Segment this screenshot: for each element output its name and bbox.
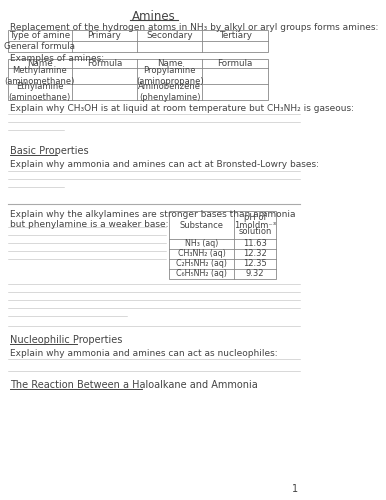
Bar xyxy=(169,211,276,279)
Text: Formula: Formula xyxy=(87,59,122,68)
Text: Methylamine
(aminomethane): Methylamine (aminomethane) xyxy=(5,66,75,86)
Text: Explain why ammonia and amines can act as nucleophiles:: Explain why ammonia and amines can act a… xyxy=(10,349,277,358)
Text: C₆H₅NH₂ (aq): C₆H₅NH₂ (aq) xyxy=(176,270,227,278)
Text: Substance: Substance xyxy=(179,220,223,230)
Text: 1moldm⁻³: 1moldm⁻³ xyxy=(234,220,276,230)
Text: 9.32: 9.32 xyxy=(245,270,264,278)
Text: C₂H₅NH₂ (aq): C₂H₅NH₂ (aq) xyxy=(176,260,227,268)
Text: pH of: pH of xyxy=(244,214,266,222)
Text: Name: Name xyxy=(157,59,183,68)
Text: Tertiary: Tertiary xyxy=(218,31,251,40)
Text: Type of amine: Type of amine xyxy=(9,31,70,40)
Text: Examples of amines:: Examples of amines: xyxy=(10,54,104,63)
Text: Name: Name xyxy=(27,59,52,68)
Text: Primary: Primary xyxy=(88,31,121,40)
Text: The Reaction Between a Haloalkane and Ammonia: The Reaction Between a Haloalkane and Am… xyxy=(10,380,257,390)
Text: CH₃NH₂ (aq): CH₃NH₂ (aq) xyxy=(178,250,225,258)
Text: Replacement of the hydrogen atoms in NH₃ by alkyl or aryl groups forms amines:: Replacement of the hydrogen atoms in NH₃… xyxy=(10,23,378,32)
Text: Aminobenzene
(phenylamine): Aminobenzene (phenylamine) xyxy=(138,82,201,102)
Text: Nucleophilic Properties: Nucleophilic Properties xyxy=(10,335,122,345)
Text: Basic Properties: Basic Properties xyxy=(10,146,88,156)
Bar xyxy=(8,30,267,52)
Text: 11.63: 11.63 xyxy=(243,240,267,248)
Text: 12.32: 12.32 xyxy=(243,250,267,258)
Text: Propylamine
(aminopropane): Propylamine (aminopropane) xyxy=(136,66,203,86)
Bar xyxy=(8,59,267,100)
Text: Explain why CH₃OH is at liquid at room temperature but CH₃NH₂ is gaseous:: Explain why CH₃OH is at liquid at room t… xyxy=(10,104,354,113)
Text: NH₃ (aq): NH₃ (aq) xyxy=(185,240,218,248)
Text: 12.35: 12.35 xyxy=(243,260,267,268)
Text: General formula: General formula xyxy=(4,42,75,51)
Text: 1: 1 xyxy=(292,484,298,494)
Text: Formula: Formula xyxy=(217,59,253,68)
Text: Explain why ammonia and amines can act at Bronsted-Lowry bases:: Explain why ammonia and amines can act a… xyxy=(10,160,318,169)
Text: solution: solution xyxy=(238,228,272,236)
Text: Secondary: Secondary xyxy=(146,31,193,40)
Text: Amines: Amines xyxy=(132,10,176,23)
Text: Ethylamine
(aminoethane): Ethylamine (aminoethane) xyxy=(9,82,71,102)
Text: Explain why the alkylamines are stronger bases than ammonia
but phenylamine is a: Explain why the alkylamines are stronger… xyxy=(10,210,295,230)
